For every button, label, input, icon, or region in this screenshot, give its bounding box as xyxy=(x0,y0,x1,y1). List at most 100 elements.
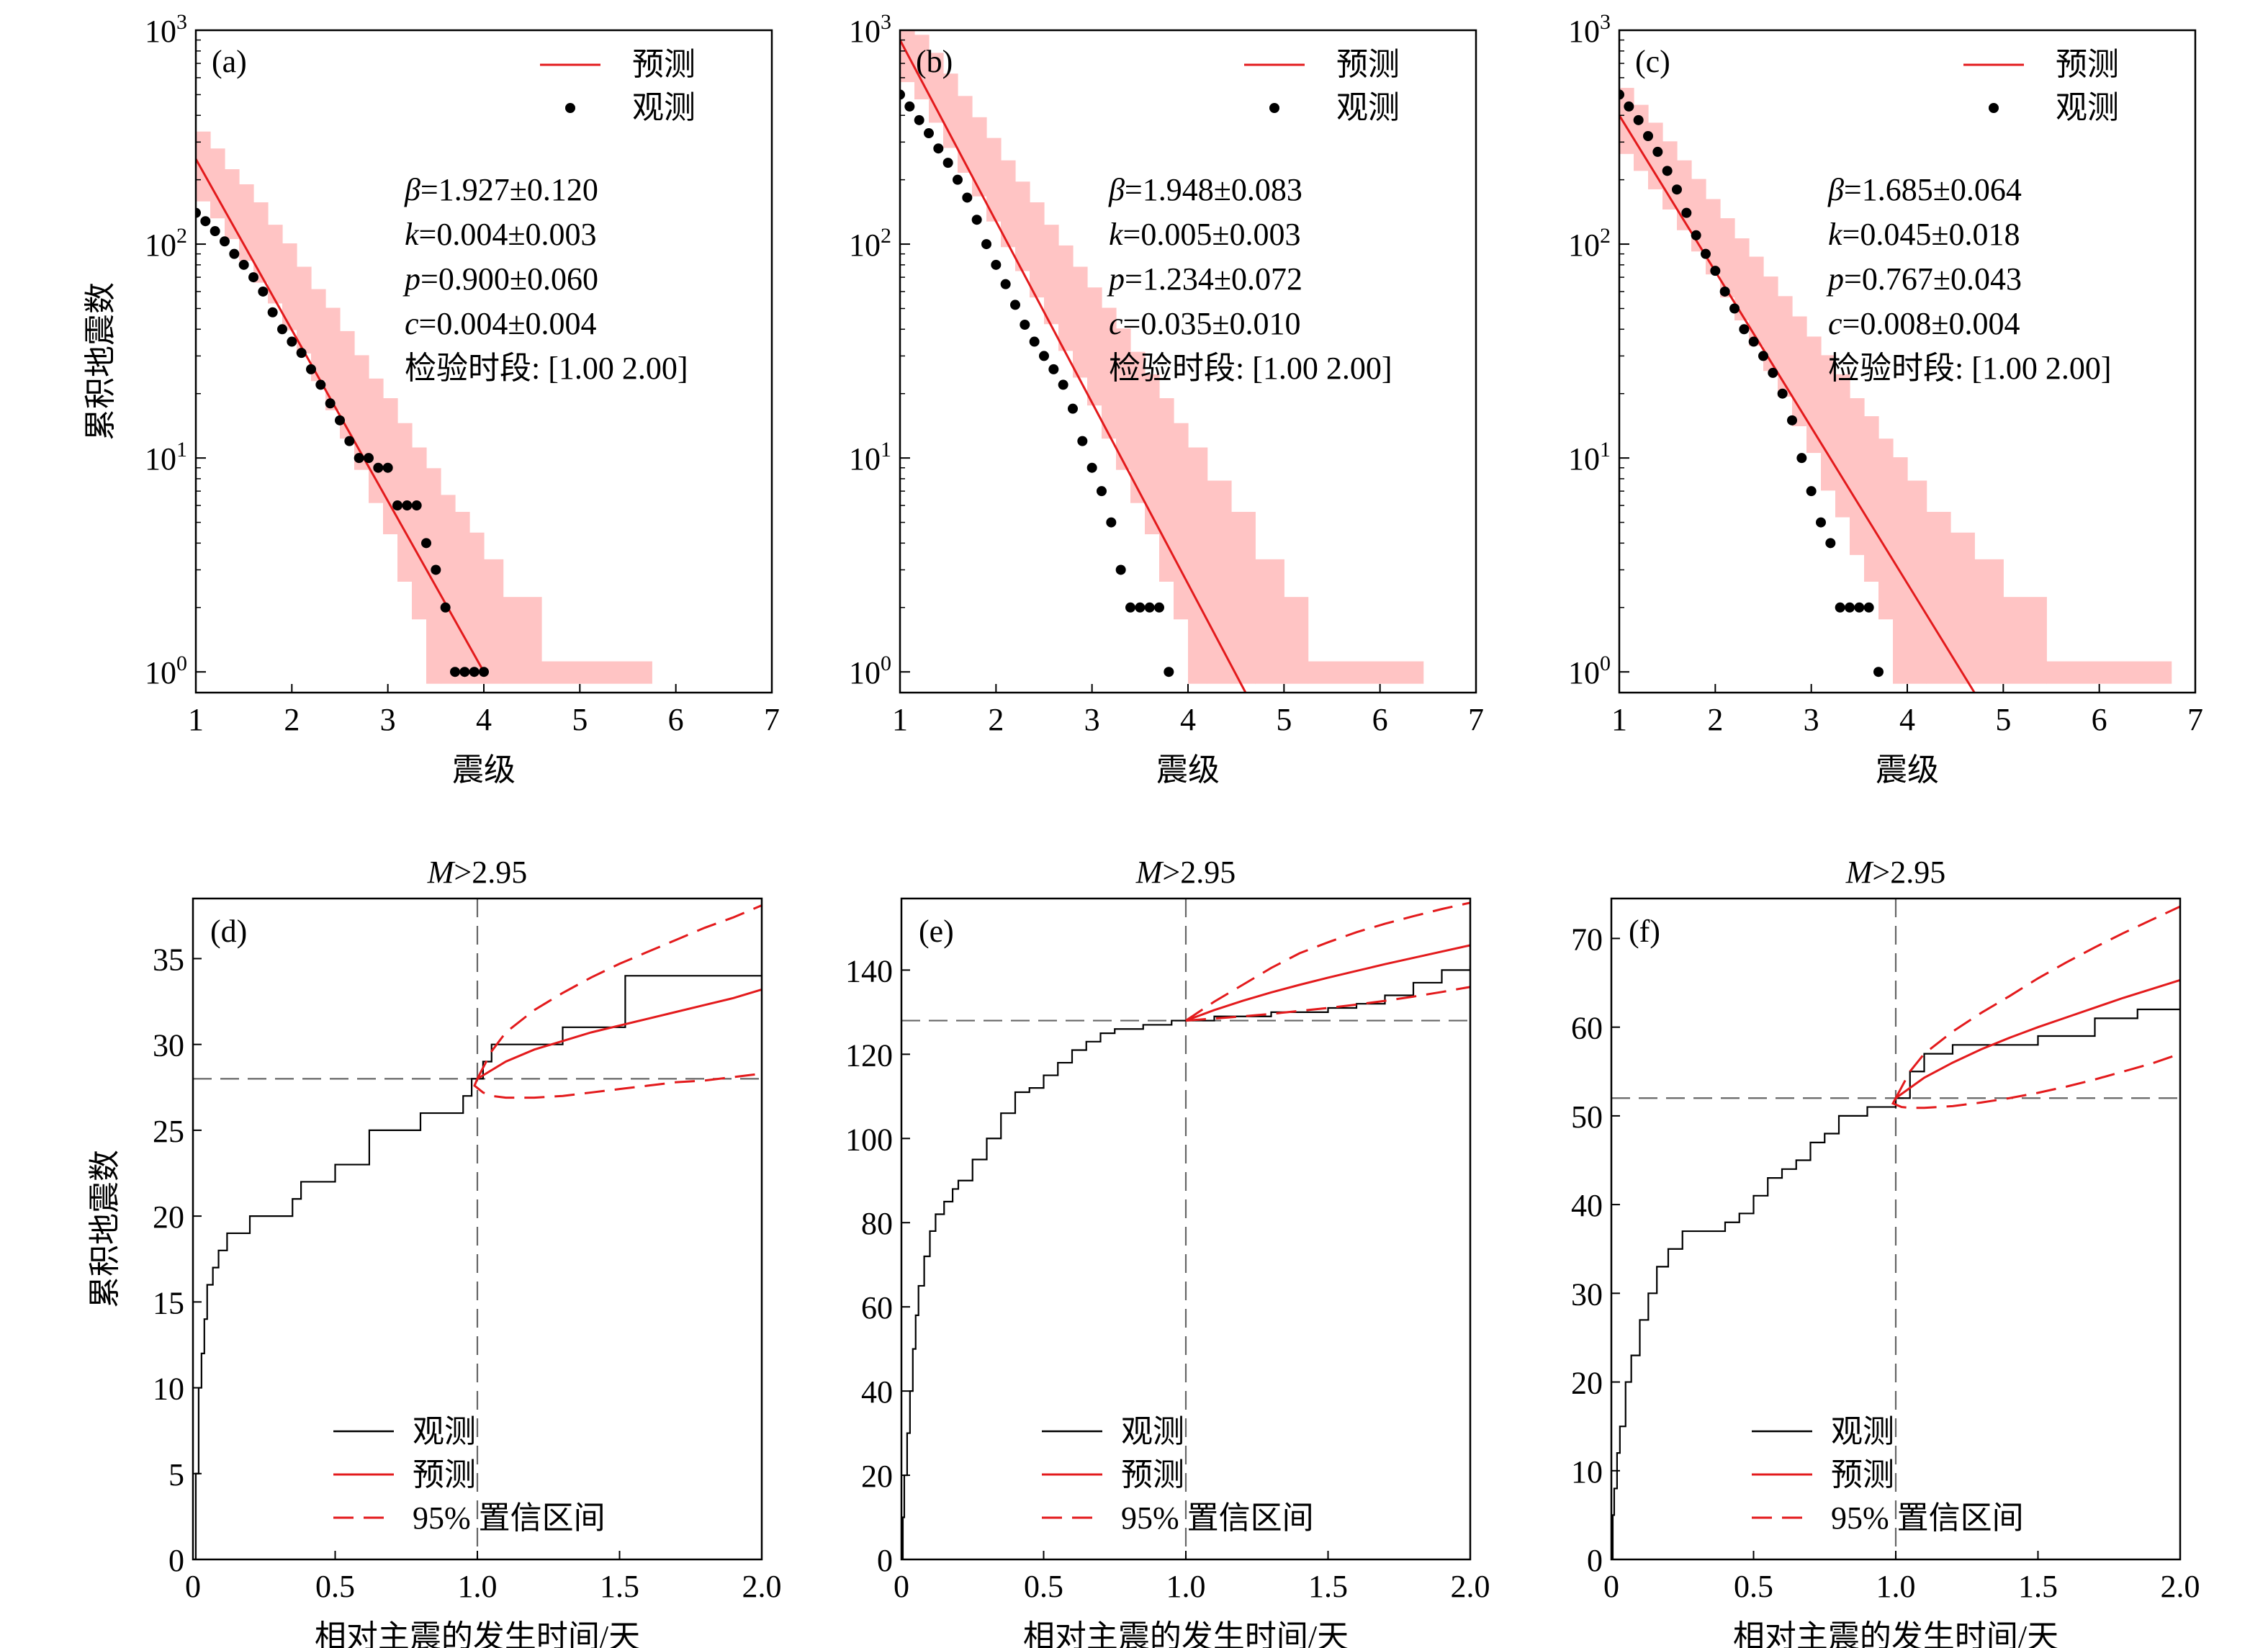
band-step-22 xyxy=(1231,511,1256,684)
x-tick-label: 1.5 xyxy=(1308,1569,1348,1604)
x-axis-label: 相对主震的发生时间/天 xyxy=(1733,1619,2058,1648)
observed-point xyxy=(296,348,307,359)
observed-point xyxy=(248,272,258,283)
legend-ci-label: 95% 置信区间 xyxy=(413,1500,606,1536)
param-text-3: c=0.035±0.010 xyxy=(1109,306,1301,341)
observed-point xyxy=(933,143,944,154)
band-step-16 xyxy=(426,468,441,684)
observed-point xyxy=(1633,114,1644,125)
x-tick-label: 0 xyxy=(894,1569,909,1604)
y-tick-label: 100 xyxy=(845,1122,893,1157)
observed-point xyxy=(229,248,240,259)
observed-point xyxy=(971,215,982,225)
observed-point xyxy=(991,259,1002,270)
y-tick-label: 0 xyxy=(168,1543,184,1578)
y-tick-label: 10 xyxy=(153,1372,184,1407)
time-panel-0: 0 0.5 1.0 1.5 2.0 0 5 10 15 20 25 30 35 M>2.95 (d) 观测预测… xyxy=(87,855,782,1648)
observed-point xyxy=(1115,564,1126,575)
x-tick-label: 7 xyxy=(1468,702,1484,737)
observed-point xyxy=(1787,415,1797,425)
band-step-14 xyxy=(1821,355,1836,491)
y-tick-label: 103 xyxy=(145,10,187,49)
observed-point xyxy=(1748,336,1759,347)
y-tick-label: 100 xyxy=(1568,652,1611,690)
y-tick-label: 60 xyxy=(861,1290,893,1325)
observed-point xyxy=(459,667,470,677)
band-step-12 xyxy=(1792,316,1807,426)
observed-point xyxy=(238,259,249,270)
x-tick-label: 5 xyxy=(1276,702,1292,737)
observed-point xyxy=(335,415,345,425)
band-step-25 xyxy=(2046,661,2172,684)
y-tick-label: 102 xyxy=(1568,224,1611,263)
observed-point xyxy=(1816,517,1826,528)
plot-area xyxy=(196,131,652,684)
legend-obs-label: 观测 xyxy=(2056,90,2119,125)
ci-lower-curve xyxy=(1185,986,1470,1022)
observed-point xyxy=(1719,286,1730,297)
x-tick-label: 1.0 xyxy=(1876,1569,1916,1604)
band-step-23 xyxy=(1255,559,1284,684)
observed-point xyxy=(1020,319,1030,330)
band-step-8 xyxy=(1734,238,1750,320)
observed-point xyxy=(904,101,915,112)
observed-point xyxy=(1643,131,1653,142)
band-step-20 xyxy=(1907,480,1927,684)
observed-point xyxy=(1768,367,1778,378)
param-text-0: β=1.948±0.083 xyxy=(1108,172,1302,207)
x-axis-label: 相对主震的发生时间/天 xyxy=(315,1619,640,1648)
band-step-9 xyxy=(325,307,341,410)
legend-pred-label: 预测 xyxy=(1121,1457,1184,1492)
ci-lower-curve xyxy=(1891,1053,2180,1109)
observed-point xyxy=(411,500,422,511)
observed-point xyxy=(1681,207,1692,218)
param-text-4: 检验时段: [1.00 2.00] xyxy=(1109,351,1392,386)
observed-point xyxy=(450,667,460,677)
param-text-1: k=0.005±0.003 xyxy=(1109,217,1301,252)
legend-pred-label: 预测 xyxy=(2056,47,2119,82)
observed-point xyxy=(1710,266,1721,276)
observed-point xyxy=(1863,602,1874,613)
param-text-2: p=0.767±0.043 xyxy=(1826,261,2022,297)
y-axis-label: 累积地震数 xyxy=(83,282,118,441)
panel-label: (a) xyxy=(212,44,247,79)
band-step-17 xyxy=(1864,416,1879,582)
time-panel-1: 0 0.5 1.0 1.5 2.0 0 20 40 60 80 100 120 140 M>2.95 (e)… xyxy=(845,855,1490,1648)
x-tick-label: 6 xyxy=(668,702,684,737)
predicted-curve xyxy=(1895,978,2180,1099)
y-axis-label: 累积地震数 xyxy=(87,1150,122,1308)
band-step-1 xyxy=(914,35,930,99)
band-step-5 xyxy=(268,225,283,304)
band-step-18 xyxy=(1878,438,1894,620)
y-tick-label: 10 xyxy=(1571,1454,1603,1490)
panel-title: M>2.95 xyxy=(427,855,527,890)
band-step-8 xyxy=(1015,181,1030,271)
param-text-2: p=1.234±0.072 xyxy=(1107,261,1302,297)
predicted-line xyxy=(1619,114,1976,693)
legend-obs-swatch xyxy=(1989,103,1999,113)
x-tick-label: 6 xyxy=(2092,702,2107,737)
x-tick-label: 2.0 xyxy=(2161,1569,2200,1604)
observed-point xyxy=(421,538,431,549)
band-step-4 xyxy=(253,202,269,283)
y-tick-label: 5 xyxy=(168,1457,184,1492)
y-tick-label: 0 xyxy=(877,1543,893,1578)
y-tick-label: 100 xyxy=(145,652,187,690)
x-axis-label: 震级 xyxy=(1876,752,1939,788)
observed-point xyxy=(1701,248,1711,259)
observed-point xyxy=(1729,303,1740,314)
observed-point xyxy=(1796,453,1807,464)
band-step-6 xyxy=(986,138,1002,222)
x-tick-label: 4 xyxy=(476,702,492,737)
x-tick-label: 3 xyxy=(1084,702,1100,737)
observed-point xyxy=(1154,602,1164,613)
band-step-7 xyxy=(1001,160,1016,248)
band-step-9 xyxy=(1030,202,1045,298)
band-step-24 xyxy=(2003,597,2047,684)
observed-point xyxy=(1097,486,1107,497)
observed-point xyxy=(200,216,211,227)
observed-point xyxy=(1758,351,1768,361)
observed-point xyxy=(1068,403,1078,414)
band-step-25 xyxy=(1308,661,1424,684)
